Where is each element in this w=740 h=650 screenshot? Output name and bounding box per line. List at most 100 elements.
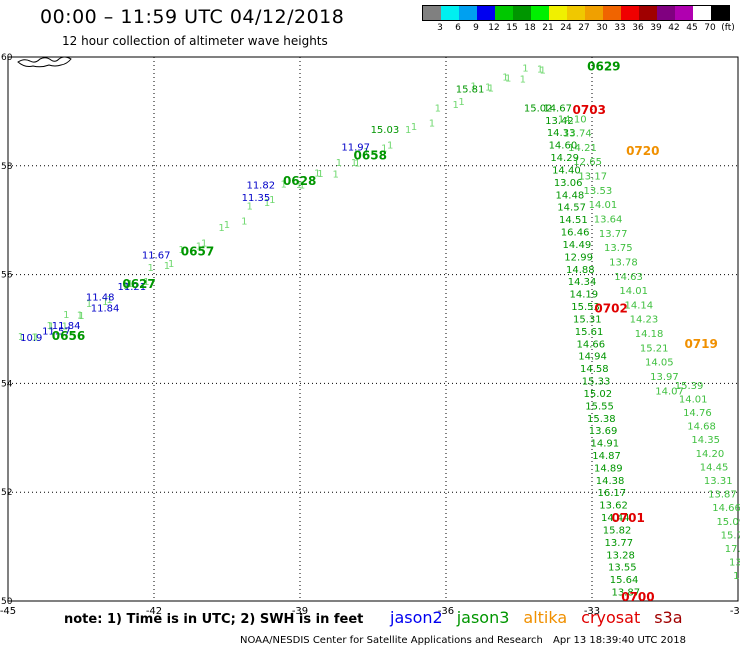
swh-value: 15.33 (582, 377, 611, 388)
swh-value: 14.45 (700, 462, 729, 473)
legend-swatch (567, 6, 585, 20)
lat-tick-label: 52 (1, 488, 12, 498)
swh-mark: 1 (299, 180, 305, 191)
swh-value-jason2: 11.48 (86, 293, 115, 304)
swh-mark: 1 (246, 201, 252, 212)
swh-mark: 1 (148, 263, 154, 274)
swh-value: 13. (729, 558, 740, 569)
swh-value: 15.38 (587, 414, 616, 425)
time-label-jason3: 0656 (52, 329, 85, 343)
swh-value: 16.17 (597, 488, 626, 499)
swh-mark: 1 (102, 297, 108, 308)
swh-value: 13.06 (554, 178, 583, 189)
swh-value-jason3: 15.81 (456, 84, 485, 95)
swh-mark: 1 (435, 103, 441, 114)
time-label-jason3: 0628 (283, 174, 316, 188)
legend-label: 18 (524, 23, 536, 33)
satellite-key: jason2 jason3 altika cryosat s3a (390, 608, 697, 627)
swh-value-jason3: 15.03 (371, 125, 400, 136)
swh-mark: 1 (164, 261, 170, 272)
color-legend: 3 6 9 12 15 18 21 24 27 30 33 36 39 42 45 70 (ft) (422, 5, 735, 35)
lon-tick-label: -33 (584, 606, 600, 617)
legend-label: 42 (668, 23, 680, 33)
swh-mark: 1 (143, 277, 149, 288)
legend-label: 24 (560, 23, 572, 33)
legend-label: 30 (596, 23, 608, 33)
swh-value: 14.94 (578, 352, 607, 363)
swh-value: 14.88 (566, 265, 595, 276)
legend-swatch (459, 6, 477, 20)
swh-mark: 1 (351, 158, 357, 169)
swh-mark: 1 (296, 180, 302, 191)
swh-mark: 1 (269, 195, 275, 206)
satellite-key-s3a: s3a (654, 608, 683, 627)
time-label-cryosat: 0703 (573, 103, 606, 117)
legend-swatch (657, 6, 675, 20)
time-label-cryosat: 0700 (621, 590, 654, 604)
swh-value-jason2: 10.9 (20, 333, 42, 344)
legend-swatch (495, 6, 513, 20)
swh-mark: 1 (33, 333, 39, 344)
swh-mark: 1 (63, 310, 69, 321)
lat-tick-label: 60 (1, 53, 13, 63)
swh-value: 14.49 (563, 240, 592, 251)
swh-value: 13.87 (708, 490, 737, 501)
swh-value: 14.34 (568, 277, 597, 288)
swh-mark: 1 (502, 73, 508, 84)
time-label-altika: 0720 (626, 144, 659, 158)
swh-mark: 1 (264, 198, 270, 209)
swh-value: 14.63 (614, 272, 643, 283)
swh-value: 14.68 (687, 422, 716, 433)
swh-value-jason2: 11.84 (52, 321, 81, 332)
swh-mark: 1 (62, 322, 68, 333)
lon-tick-label: -45 (0, 606, 16, 617)
swh-value: 14.23 (630, 315, 659, 326)
swh-value: 14.76 (683, 408, 712, 419)
swh-value: 15.77 (721, 530, 740, 541)
swh-value-jason3: 15.02 (524, 103, 553, 114)
swh-value: 14.66 (712, 503, 740, 514)
swh-mark: 1 (86, 299, 92, 310)
legend-label: 6 (455, 23, 461, 33)
swh-mark: 1 (470, 82, 476, 93)
swh-value: 14.40 (552, 165, 581, 176)
greenland-coastline (17, 56, 72, 68)
legend-swatch (603, 6, 621, 20)
swh-value-jason2: 11.35 (242, 193, 271, 204)
swh-value: 14.05 (645, 358, 674, 369)
swh-value: 13.55 (608, 563, 637, 574)
swh-value: 13.97 (650, 372, 679, 383)
swh-mark: 1 (314, 169, 320, 180)
swh-value: 15.61 (575, 327, 604, 338)
swh-mark: 1 (46, 321, 52, 332)
swh-value: 16.46 (561, 228, 590, 239)
legend-label: 70 (704, 23, 716, 33)
swh-value: 14.33 (547, 128, 576, 139)
satellite-key-jason3: jason3 (456, 608, 510, 627)
swh-mark: 1 (540, 65, 546, 76)
swh-mark: 1 (363, 147, 369, 158)
swh-mark: 1 (241, 217, 247, 228)
lat-tick-label: 58 (1, 162, 13, 172)
swh-value: 13.69 (589, 426, 618, 437)
time-label-jason3: 0627 (122, 277, 155, 291)
swh-value: 14.14 (625, 300, 654, 311)
swh-value: 14.29 (550, 153, 579, 164)
swh-value: 14.21 (568, 143, 597, 154)
map-frame (7, 56, 739, 602)
swh-mark: 1 (224, 220, 230, 231)
legend-label: (ft) (721, 23, 735, 33)
swh-value: 14.01 (679, 394, 708, 405)
swh-value: 17.8 (725, 544, 740, 555)
swh-mark: 1 (281, 180, 287, 191)
legend-label: 21 (542, 23, 554, 33)
swh-mark: 1 (336, 158, 342, 169)
legend-label: 12 (488, 23, 500, 33)
legend-labels: 3 6 9 12 15 18 21 24 27 30 33 36 39 42 45 70 (ft) (422, 21, 735, 35)
swh-value: 13.42 (545, 116, 574, 127)
swh-value: 14.89 (594, 463, 623, 474)
swh-value: 14.38 (596, 476, 625, 487)
swh-mark: 1 (505, 74, 511, 85)
swh-value-jason2: 11.57 (42, 326, 71, 337)
legend-swatch (423, 6, 441, 20)
